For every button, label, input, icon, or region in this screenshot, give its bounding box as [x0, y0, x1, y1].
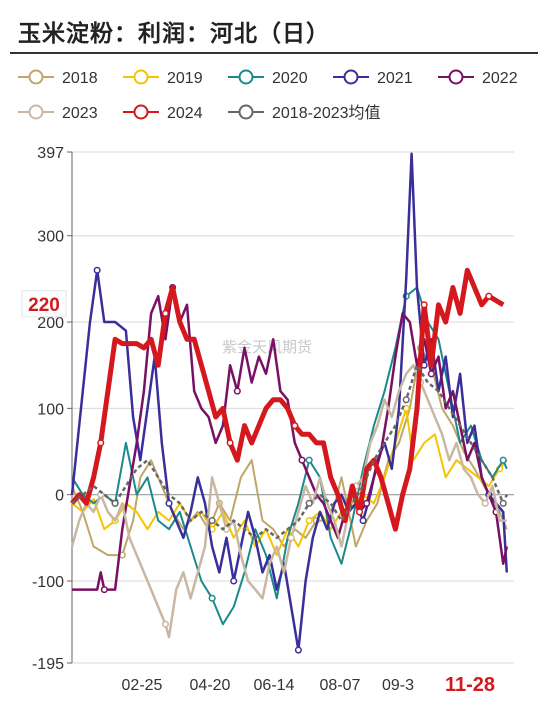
legend-marker: [343, 69, 359, 85]
legend-marker: [238, 104, 254, 120]
legend-entry-2024[interactable]: 2024: [123, 104, 203, 122]
series-lines: [70, 152, 509, 654]
series-point: [230, 577, 238, 585]
series-line-2018-2023均值: [71, 363, 508, 540]
legend-entry-2018[interactable]: 2018: [18, 69, 98, 87]
x-tick-label: 02-25: [122, 677, 163, 694]
y-tick-label: 200: [37, 315, 64, 332]
y-tick-label: 300: [37, 229, 64, 246]
series-line-2023: [70, 363, 507, 639]
legend-entry-2023[interactable]: 2023: [18, 104, 98, 122]
legend-entry-2021[interactable]: 2021: [333, 69, 413, 87]
grid: [72, 151, 514, 664]
legend-label: 2018: [62, 70, 98, 87]
axes: 397 300 200 100 0 -100 -195 02-25 04-20 06-14 08-0…: [32, 145, 495, 696]
legend-label: 2024: [167, 105, 203, 122]
legend-label: 2020: [272, 70, 308, 87]
series-point: [485, 292, 493, 300]
legend-label: 2018-2023均值: [272, 104, 381, 122]
legend-entry-2022[interactable]: 2022: [438, 69, 518, 87]
series-point: [233, 387, 241, 395]
series-point: [97, 439, 105, 447]
series-point: [305, 517, 313, 525]
series-point: [305, 456, 313, 464]
current-value-label: 220: [28, 295, 60, 316]
series-point: [208, 594, 216, 602]
x-tick-label: 06-14: [254, 677, 295, 694]
legend-label: 2023: [62, 105, 98, 122]
series-point: [402, 396, 410, 404]
series-line-2021: [70, 152, 509, 652]
legend-marker: [28, 69, 44, 85]
y-tick-label: 100: [37, 401, 64, 418]
x-tick-label: 09-3: [382, 677, 414, 694]
title-underline: [10, 52, 538, 54]
series-point: [226, 439, 234, 447]
legend-marker: [133, 104, 149, 120]
series-point: [161, 620, 169, 628]
legend-marker: [133, 69, 149, 85]
series-point: [100, 586, 108, 594]
series-point: [499, 456, 507, 464]
legend-entry-2018-2023均值[interactable]: 2018-2023均值: [228, 104, 381, 122]
series-line-2024: [70, 267, 505, 532]
current-date-label: 11-28: [445, 674, 495, 696]
series-point: [359, 517, 367, 525]
legend-marker: [28, 104, 44, 120]
y-tick-label: -100: [32, 574, 64, 591]
legend-marker: [448, 69, 464, 85]
series-point: [165, 499, 173, 507]
legend: 2018 2019 2020 2021 2022 2023 2024 2018-2023均值: [18, 69, 518, 122]
series-point: [93, 266, 101, 274]
series-line-2020: [71, 286, 508, 626]
series-point: [355, 508, 364, 516]
chart-title: 玉米淀粉：利润：河北（日）: [18, 20, 330, 47]
x-tick-label: 04-20: [190, 677, 231, 694]
y-tick-label: 397: [37, 145, 64, 162]
legend-label: 2021: [377, 70, 413, 87]
series-point: [291, 422, 299, 430]
legend-label: 2019: [167, 70, 203, 87]
y-tick-label: 0: [55, 488, 64, 505]
series-point: [499, 499, 507, 507]
legend-label: 2022: [482, 70, 518, 87]
watermark: 紫金天风期货: [222, 339, 312, 356]
legend-entry-2019[interactable]: 2019: [123, 69, 203, 87]
legend-marker: [238, 69, 254, 85]
series-point: [208, 517, 216, 525]
x-tick-label: 08-07: [320, 677, 361, 694]
series-point: [287, 534, 295, 542]
annotations: 220: [21, 290, 67, 318]
series-point: [363, 499, 371, 507]
series-point: [161, 309, 169, 317]
series-point: [111, 499, 119, 507]
series-point: [298, 456, 306, 464]
legend-entry-2020[interactable]: 2020: [228, 69, 308, 87]
series-point: [294, 646, 302, 654]
series-point: [420, 301, 428, 309]
series-point: [481, 499, 489, 507]
series-line-2022: [72, 286, 509, 591]
y-tick-label: -195: [32, 656, 64, 673]
series-point: [427, 370, 435, 378]
series-point: [305, 499, 313, 507]
current-value-box: [21, 290, 67, 318]
